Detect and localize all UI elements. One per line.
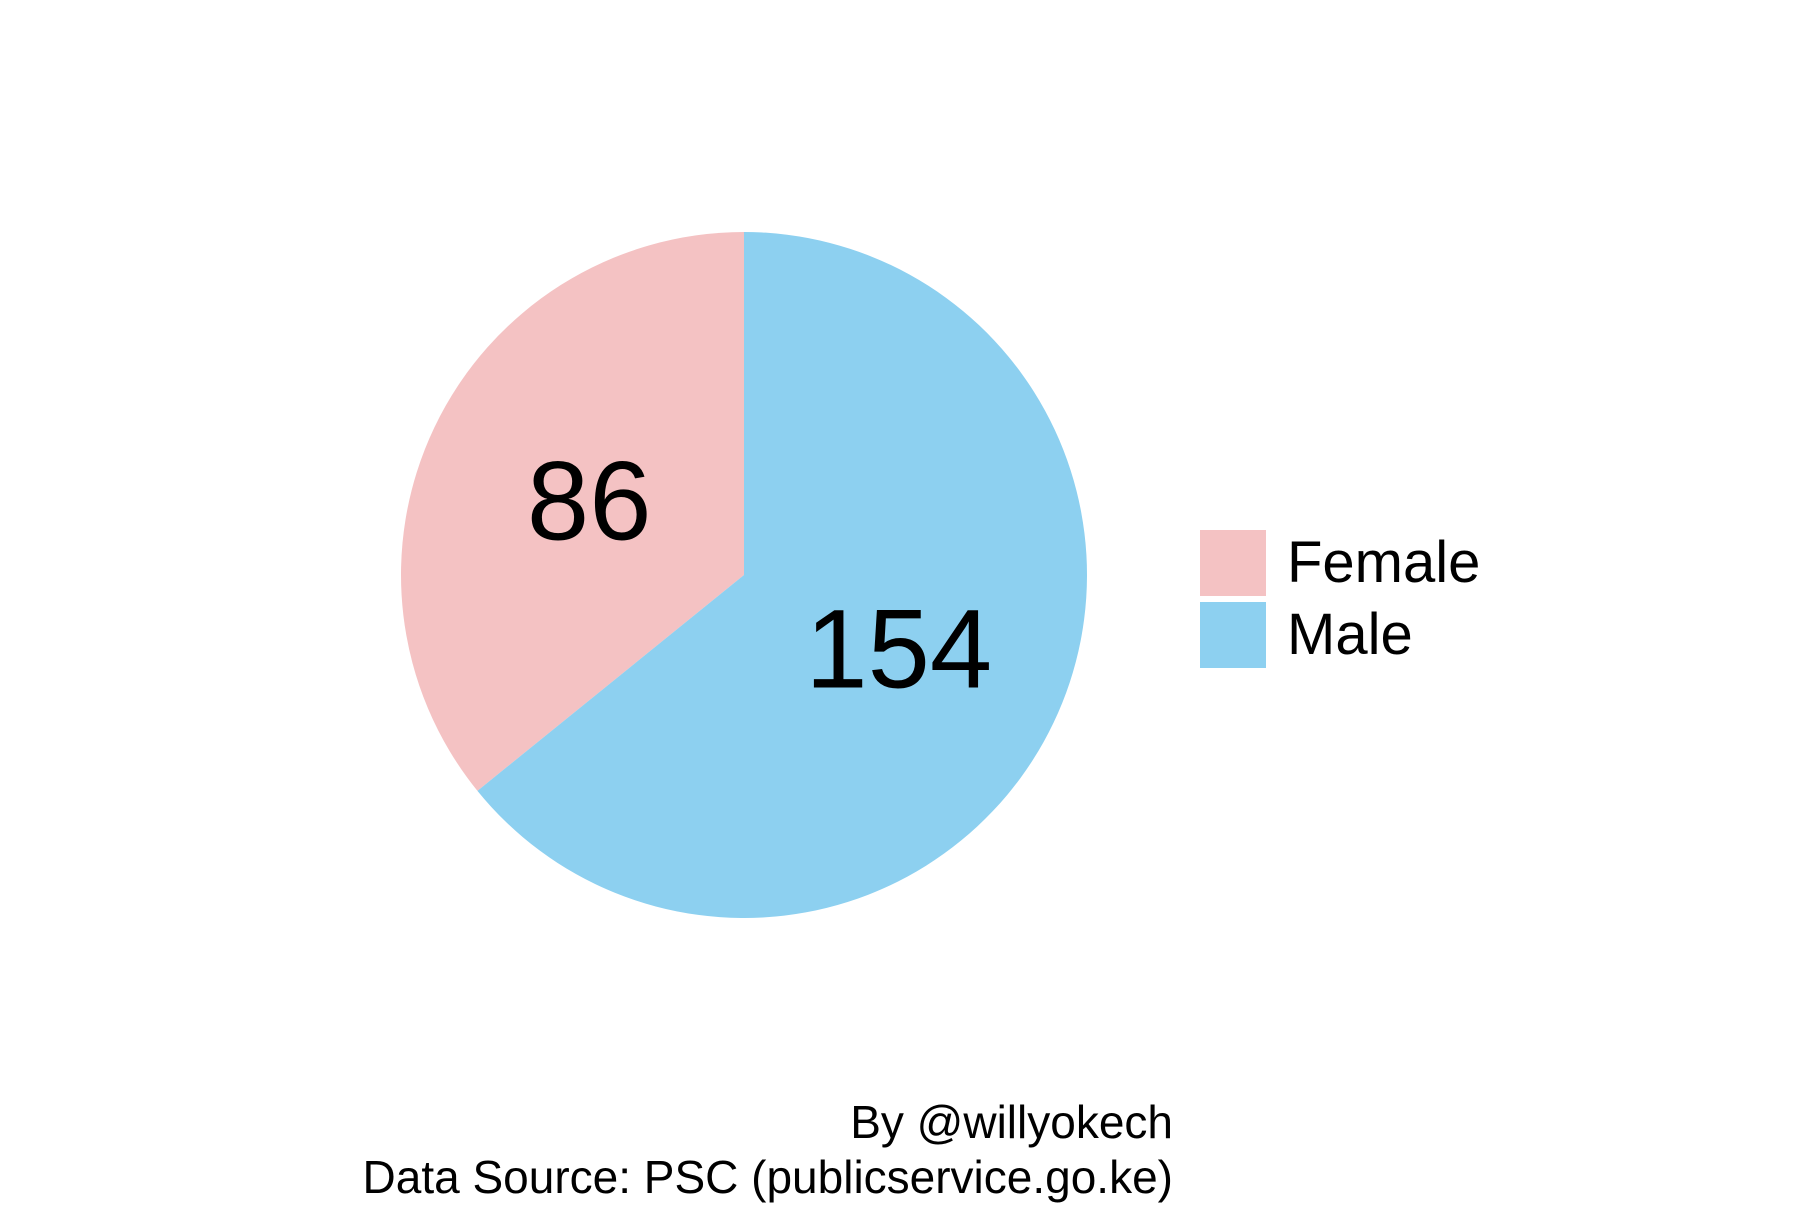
pie-slice-male: [477, 232, 1087, 918]
legend-label-male: Male: [1287, 602, 1413, 667]
caption-data-source: Data Source: PSC (publicservice.go.ke): [362, 1151, 1173, 1203]
pie-slice-female: [400, 231, 744, 791]
data-label-male: 154: [805, 586, 992, 711]
legend-swatch-male: [1200, 602, 1266, 668]
legend-label-female: Female: [1287, 530, 1481, 595]
legend-swatch-female: [1200, 530, 1266, 596]
data-label-female: 86: [527, 439, 652, 564]
caption-author: By @willyokech: [850, 1096, 1173, 1148]
